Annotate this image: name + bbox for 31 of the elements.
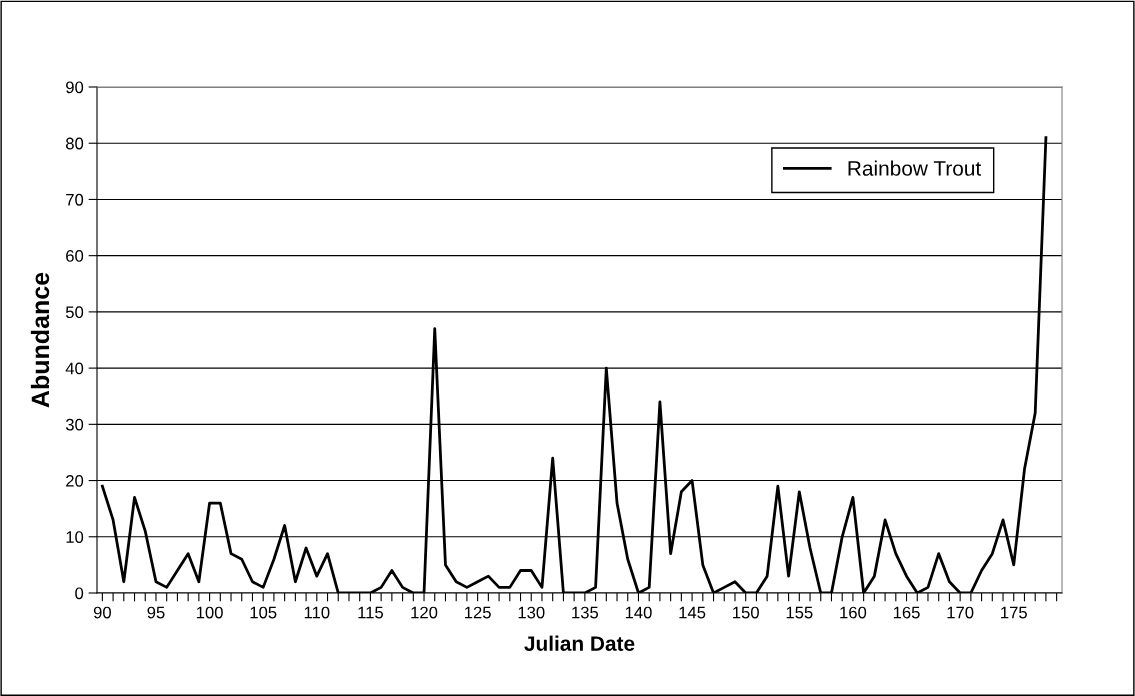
x-tick-label: 135 <box>572 606 599 619</box>
y-tick-label: 10 <box>66 531 84 543</box>
x-tick-label: 140 <box>625 606 652 619</box>
x-tick-label: 130 <box>518 606 545 619</box>
y-tick-label: 60 <box>66 250 84 262</box>
y-tick-label: 40 <box>65 362 84 375</box>
legend-label: Rainbow Trout <box>848 160 982 176</box>
x-tick-label: 100 <box>196 606 223 619</box>
x-tick-label: 145 <box>679 606 706 619</box>
x-tick-label: 90 <box>93 606 111 619</box>
x-tick-label: 120 <box>411 606 438 619</box>
y-tick-label: 20 <box>66 474 84 487</box>
x-tick-label: 175 <box>1001 606 1027 619</box>
y-tick-label: 50 <box>65 306 84 319</box>
y-axis-title: Abundance <box>30 272 50 408</box>
x-tick-label: 150 <box>733 606 759 619</box>
y-tick-label: 30 <box>65 418 84 431</box>
y-tick-label: 70 <box>66 193 84 206</box>
x-tick-label: 110 <box>304 606 330 619</box>
x-tick-label: 95 <box>147 606 165 619</box>
x-tick-label: 125 <box>465 606 491 619</box>
x-tick-label: 105 <box>250 606 277 619</box>
y-tick-label: 0 <box>75 587 84 600</box>
x-axis-title: Julian Date <box>524 635 635 651</box>
x-tick-label: 170 <box>947 606 974 619</box>
x-tick-label: 115 <box>358 606 384 619</box>
x-tick-label: 160 <box>840 606 867 619</box>
x-tick-label: 165 <box>893 606 920 619</box>
x-tick-label: 155 <box>786 606 813 619</box>
y-tick-label: 80 <box>65 137 84 150</box>
y-tick-label: 90 <box>66 81 84 94</box>
